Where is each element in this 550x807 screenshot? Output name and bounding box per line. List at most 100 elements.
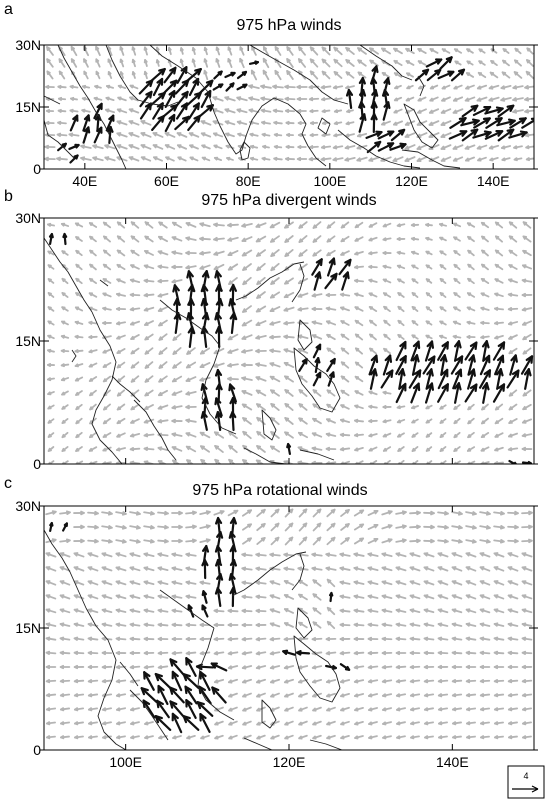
wind-vector: [476, 144, 488, 150]
wind-vector: [439, 292, 447, 298]
wind-vector: [381, 594, 393, 600]
wind-vector: [241, 390, 253, 396]
wind-vector: [312, 389, 322, 397]
wind-vector: [283, 637, 295, 642]
wind-vector: [88, 735, 98, 740]
wind-vector: [479, 664, 491, 670]
wind-vector: [332, 157, 344, 162]
wind-vector: [452, 156, 464, 162]
wind-vector: [410, 223, 420, 228]
wind-vector: [179, 47, 184, 55]
wind-vector-strong: [173, 311, 182, 335]
wind-vector: [410, 236, 420, 241]
wind-vector: [521, 566, 533, 572]
wind-vector: [226, 156, 234, 161]
wind-vector: [59, 650, 71, 655]
wind-vector-strong: [188, 102, 200, 120]
wind-vector: [441, 48, 451, 54]
wind-vector: [308, 97, 320, 102]
wind-vector: [269, 622, 281, 628]
wind-vector: [255, 566, 267, 571]
wind-vector: [261, 156, 271, 161]
wind-vector: [512, 85, 524, 90]
wind-vector-strong: [229, 311, 238, 335]
wind-vector: [429, 84, 439, 90]
wind-vector: [59, 636, 71, 641]
wind-vector: [61, 250, 69, 256]
wind-vector: [521, 636, 533, 641]
wind-vector: [383, 333, 391, 341]
wind-vector: [200, 734, 210, 740]
wind-vector: [102, 735, 112, 740]
wind-vector: [201, 144, 211, 150]
wind-vector: [115, 306, 127, 312]
wind-vector: [368, 278, 378, 283]
wind-vector: [451, 693, 463, 698]
wind-vector: [284, 221, 294, 229]
wind-vector: [75, 390, 83, 396]
wind-vector: [270, 249, 280, 257]
wind-vector: [521, 307, 533, 312]
wind-vector: [340, 375, 350, 383]
wind-vector: [47, 348, 55, 353]
wind-vector: [116, 249, 126, 257]
wind-vector-strong: [199, 670, 211, 692]
wind-vector: [526, 59, 534, 67]
wind-vector: [129, 84, 139, 90]
wind-vector: [92, 156, 104, 162]
wind-vector: [224, 120, 236, 126]
wind-vector: [269, 362, 281, 368]
wind-vector: [199, 538, 211, 543]
wind-vector: [83, 58, 89, 68]
wind-vector-strong: [523, 368, 532, 390]
wind-vector: [45, 707, 57, 712]
wind-vector: [326, 221, 336, 229]
panel-c: c 975 hPa rotational winds 100E 120E 140E: [4, 475, 538, 770]
wind-vector-strong: [187, 604, 195, 618]
wind-vector: [501, 71, 511, 79]
wind-vector-strong: [140, 687, 158, 703]
wind-vector: [227, 651, 239, 656]
wind-vector-strong: [366, 140, 382, 154]
wind-vector: [153, 156, 163, 162]
wind-vector: [255, 594, 267, 599]
wind-vector: [453, 404, 461, 410]
wind-vector-strong: [311, 258, 323, 276]
wind-vector: [227, 236, 239, 242]
wind-vector: [493, 608, 505, 614]
wind-vector: [70, 45, 78, 57]
wind-vector: [242, 263, 252, 271]
wind-vector: [185, 361, 197, 369]
wind-vector: [103, 249, 111, 257]
wind-vector: [425, 278, 433, 284]
wind-vector: [94, 84, 102, 89]
wind-vector: [241, 637, 253, 642]
wind-vector: [309, 121, 319, 126]
wind-vector: [143, 525, 155, 530]
wind-vector: [185, 265, 197, 270]
wind-vector-strong: [326, 257, 336, 277]
wind-vector: [45, 594, 57, 600]
wind-vector-strong: [422, 355, 436, 375]
wind-vector: [508, 235, 518, 243]
wind-vector: [115, 566, 127, 572]
wind-vector: [494, 235, 504, 243]
wind-vector: [404, 120, 416, 126]
wind-vector: [382, 446, 392, 452]
wind-vector: [325, 432, 337, 437]
wind-vector: [116, 447, 126, 452]
wind-vector: [437, 622, 449, 627]
wind-vector: [87, 636, 99, 641]
wind-vector: [131, 58, 136, 68]
wind-vector: [465, 664, 477, 670]
wind-vector: [143, 46, 148, 56]
wind-vector: [213, 250, 225, 256]
wind-vector: [396, 721, 406, 726]
wind-vector: [199, 622, 211, 628]
wind-vector: [75, 236, 83, 242]
wind-vector: [368, 433, 378, 438]
wind-vector: [87, 693, 99, 698]
wind-vector: [508, 221, 518, 229]
wind-vector: [74, 306, 84, 312]
wind-vector: [285, 144, 295, 149]
